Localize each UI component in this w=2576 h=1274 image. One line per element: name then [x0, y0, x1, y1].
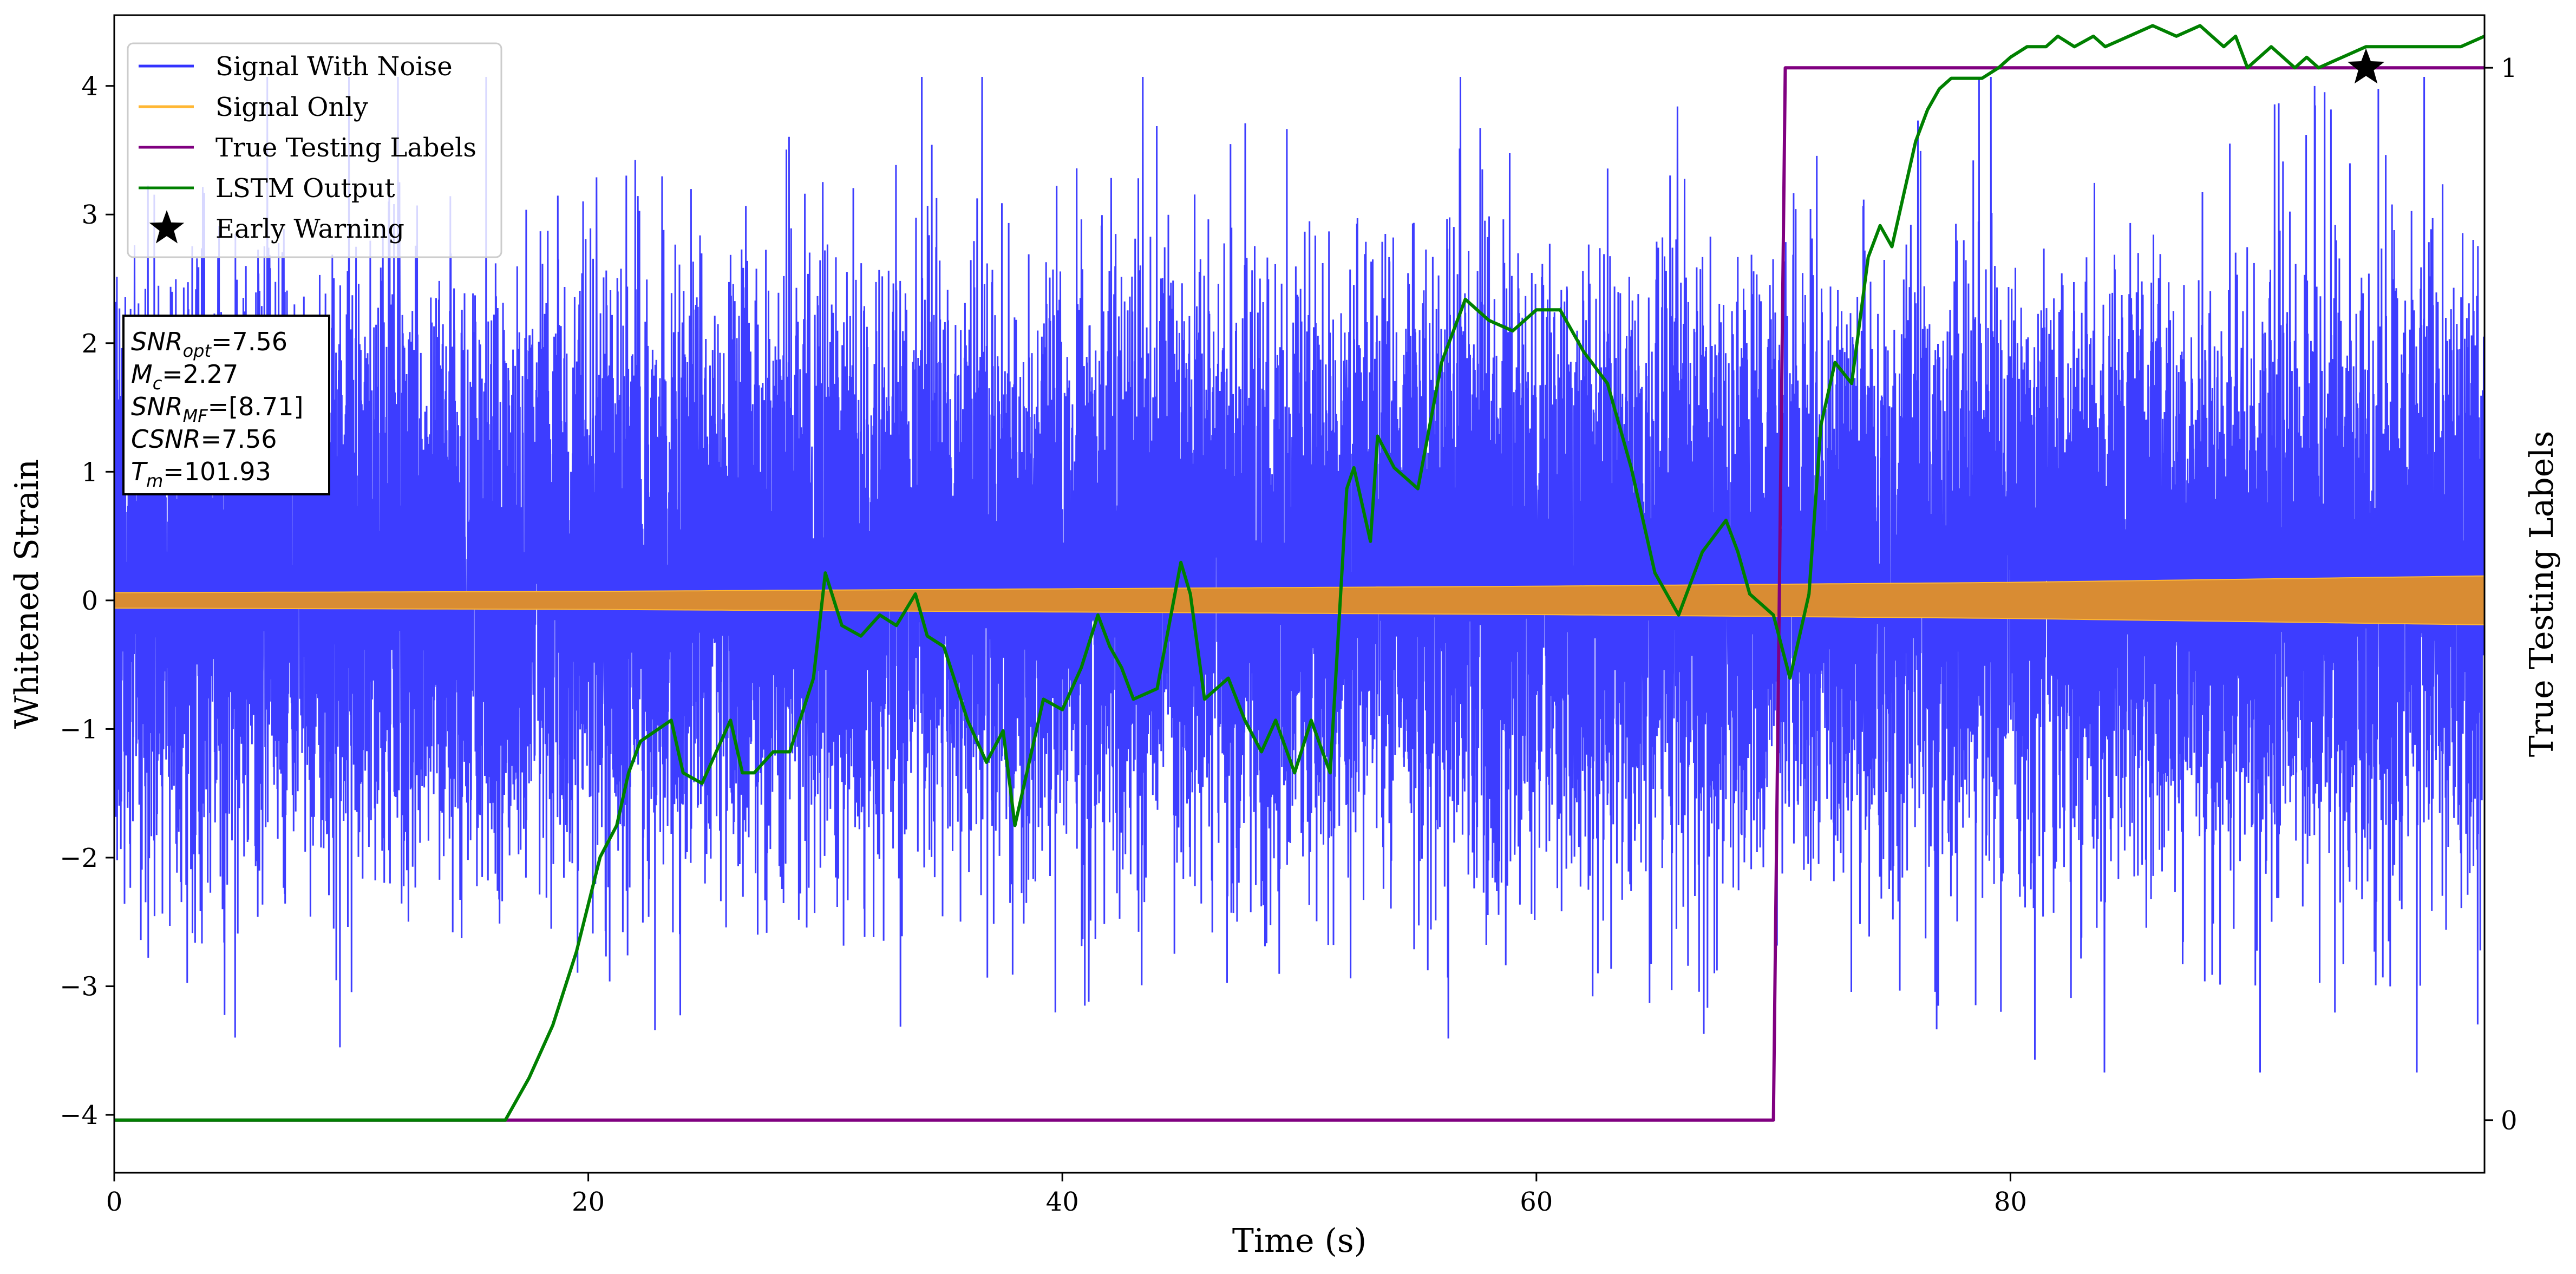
y-tick-label: −2 [60, 843, 98, 873]
info-value: =2.27 [162, 360, 238, 389]
info-line: SNRopt=7.56 [131, 327, 287, 361]
legend: Signal With Noise Signal Only True Testing… [127, 42, 502, 258]
legend-signal-with-noise-label: Signal With Noise [215, 51, 453, 82]
info-value: =[8.71] [208, 392, 304, 421]
legend-true-testing-labels-label: True Testing Labels [215, 133, 476, 163]
info-symbol: SNR [131, 392, 183, 421]
info-subscript: MF [183, 406, 208, 426]
legend-signal-only-label: Signal Only [215, 92, 368, 122]
x-tick-label: 60 [1520, 1187, 1553, 1217]
info-value: =101.93 [163, 457, 271, 486]
info-symbol: T [131, 457, 148, 486]
y-tick-label: −1 [60, 714, 98, 744]
x-tick-label: 20 [572, 1187, 605, 1217]
series-true-testing-labels [114, 66, 2485, 1122]
y-tick-label: 3 [81, 200, 98, 230]
info-subscript: opt [183, 341, 212, 361]
plot-frame [113, 14, 2486, 1174]
info-line: SNRMF=[8.71] [131, 392, 303, 426]
y-tick-label: 2 [81, 329, 98, 359]
info-symbol: SNR [131, 327, 183, 356]
info-symbol: CSNR [131, 424, 201, 454]
info-subscript: c [153, 373, 162, 394]
right-y-axis-label: True Testing Labels [2523, 431, 2561, 757]
info-box: SNRopt=7.56Mc=2.27SNRMF=[8.71]CSNR=7.56T… [122, 315, 330, 495]
plot-area [114, 24, 2485, 1122]
legend-early-warning-symbol [149, 210, 185, 244]
info-value: =7.56 [201, 424, 277, 454]
y-tick-label: −4 [60, 1100, 98, 1131]
info-symbol: M [131, 360, 153, 389]
x-tick-label: 80 [1994, 1187, 2027, 1217]
y-tick-label: 4 [81, 71, 98, 102]
early-warning-star-marker [2347, 48, 2385, 84]
y-tick-label: −3 [60, 972, 98, 1002]
legend-early-warning-label: Early Warning [215, 214, 404, 244]
info-value: =7.56 [211, 327, 287, 356]
x-tick-label: 40 [1046, 1187, 1079, 1217]
legend-box [127, 42, 502, 258]
y-tick-label: 1 [81, 457, 98, 487]
info-line: Tm=101.93 [131, 457, 271, 491]
right-y-tick-label: 1 [2501, 53, 2518, 83]
y-axis-label: Whitened Strain [8, 459, 46, 729]
y-tick-label: 0 [81, 586, 98, 616]
series-signal-only [114, 575, 2485, 626]
info-box-frame [122, 315, 330, 495]
info-line: CSNR=7.56 [131, 424, 277, 454]
series-lstm-output [114, 24, 2485, 1122]
x-tick-label: 0 [106, 1187, 123, 1217]
legend-lstm-output-label: LSTM Output [215, 173, 395, 204]
info-line: Mc=2.27 [131, 360, 238, 394]
info-subscript: m [146, 471, 163, 491]
x-axis-label: Time (s) [1232, 1222, 1367, 1260]
right-y-tick-label: 0 [2501, 1106, 2518, 1136]
